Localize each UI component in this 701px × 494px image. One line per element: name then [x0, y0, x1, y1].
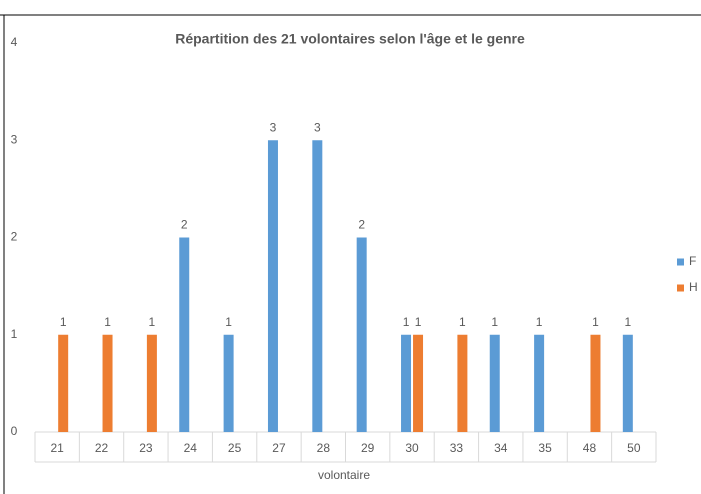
bar — [58, 334, 69, 432]
bar — [489, 334, 500, 432]
data-label: 1 — [459, 315, 466, 329]
x-tick-label: 48 — [583, 441, 597, 455]
legend-label: H — [689, 280, 698, 294]
bar — [223, 334, 234, 432]
x-tick-label: 25 — [228, 441, 242, 455]
y-tick-label: 2 — [11, 230, 18, 244]
bar — [102, 334, 113, 432]
x-tick-label: 23 — [139, 441, 153, 455]
data-label: 1 — [403, 315, 410, 329]
data-label: 3 — [314, 120, 321, 134]
y-tick-label: 3 — [11, 132, 18, 146]
data-label: 1 — [104, 315, 111, 329]
data-label: 1 — [225, 315, 232, 329]
legend-swatch — [677, 284, 684, 292]
y-tick-label: 0 — [11, 424, 18, 438]
x-tick-label: 27 — [272, 441, 286, 455]
bar — [413, 334, 424, 432]
data-label: 1 — [60, 315, 67, 329]
x-tick-label: 35 — [538, 441, 552, 455]
x-tick-label: 21 — [50, 441, 64, 455]
data-label: 2 — [181, 218, 188, 232]
legend-label: F — [689, 254, 696, 268]
data-label: 1 — [536, 315, 543, 329]
x-tick-label: 30 — [405, 441, 419, 455]
data-label: 2 — [358, 218, 365, 232]
bar — [267, 140, 278, 432]
legend-swatch — [677, 258, 684, 266]
x-tick-label: 34 — [494, 441, 508, 455]
bar — [457, 334, 468, 432]
x-axis-title: volontaire — [318, 468, 370, 482]
x-tick-label: 50 — [627, 441, 641, 455]
data-label: 1 — [592, 315, 599, 329]
bar — [622, 334, 633, 432]
bar — [312, 140, 323, 432]
bar — [401, 334, 412, 432]
bar — [179, 237, 190, 432]
data-label: 3 — [270, 120, 277, 134]
bar — [146, 334, 157, 432]
data-label: 1 — [624, 315, 631, 329]
bar — [590, 334, 601, 432]
data-label: 1 — [149, 315, 156, 329]
y-tick-label: 4 — [11, 35, 18, 49]
x-tick-label: 28 — [317, 441, 331, 455]
bar — [534, 334, 545, 432]
y-tick-label: 1 — [11, 327, 18, 341]
x-tick-label: 22 — [95, 441, 109, 455]
data-label: 1 — [415, 315, 422, 329]
data-label: 1 — [491, 315, 498, 329]
x-tick-label: 24 — [184, 441, 198, 455]
bar — [356, 237, 367, 432]
chart-title: Répartition des 21 volontaires selon l'â… — [175, 31, 525, 47]
x-tick-label: 29 — [361, 441, 375, 455]
x-tick-label: 33 — [450, 441, 464, 455]
